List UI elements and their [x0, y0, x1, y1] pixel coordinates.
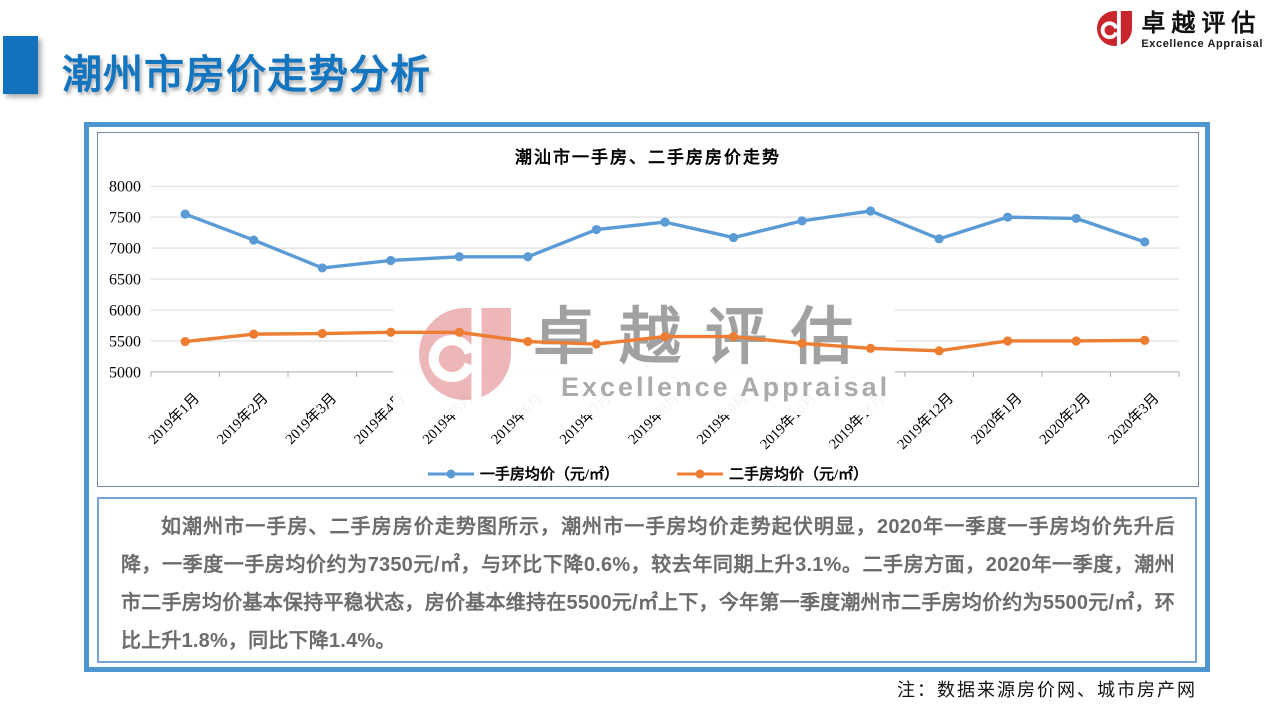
legend-item: 二手房均价（元/㎡）	[677, 463, 868, 484]
title-accent-square	[3, 36, 38, 94]
x-axis-tick-label: 2020年3月	[1105, 390, 1163, 448]
y-axis-tick-label: 5000	[109, 364, 141, 381]
chart-title: 潮汕市一手房、二手房房价走势	[515, 148, 781, 167]
x-axis-tick-label: 2019年3月	[282, 390, 340, 448]
company-logo-icon	[1097, 11, 1133, 46]
watermark-logo-icon	[419, 308, 511, 400]
x-axis-tick-label: 2020年2月	[1036, 390, 1094, 448]
y-axis-tick-label: 5500	[109, 333, 141, 350]
y-axis-tick-label: 7000	[109, 241, 141, 258]
content-frame: 潮汕市一手房、二手房房价走势 8000 7500 7000 6500 6000 5500 5…	[84, 122, 1210, 672]
legend-item: 一手房均价（元/㎡）	[427, 463, 619, 484]
legend-marker-icon	[677, 469, 723, 478]
y-axis-tick-label: 8000	[109, 179, 141, 196]
legend-label: 二手房均价（元/㎡）	[729, 467, 869, 483]
watermark-text: 卓越评估	[533, 303, 878, 372]
x-axis-tick-label: 2020年1月	[967, 390, 1025, 448]
analysis-paragraph: 如潮州市一手房、二手房房价走势图所示，潮州市一手房均价走势起伏明显，2020年一…	[121, 516, 1175, 652]
company-name: 卓越评估	[1141, 11, 1262, 37]
x-axis-tick-label: 2019年2月	[213, 390, 271, 448]
company-name-english: Excellence Appraisal	[1141, 38, 1263, 50]
legend-marker-icon	[427, 469, 474, 478]
y-axis-tick-label: 6500	[109, 272, 141, 289]
data-source-note: 注：数据来源房价网、城市房产网	[897, 680, 1197, 700]
company-logo: 卓越评估 Excellence Appraisal	[1097, 11, 1263, 50]
y-axis-tick-label: 7500	[109, 210, 141, 227]
y-axis-tick-label: 6000	[109, 302, 141, 319]
x-axis-tick-label: 2019年12月	[894, 390, 957, 453]
legend-label: 一手房均价（元/㎡）	[479, 467, 619, 483]
analysis-text-box: 如潮州市一手房、二手房房价走势图所示，潮州市一手房均价走势起伏明显，2020年一…	[97, 497, 1197, 663]
x-axis-tick-label: 2019年1月	[145, 390, 203, 448]
watermark: 卓越评估 Excellence Appraisal	[393, 293, 895, 415]
chart-legend: 一手房均价（元/㎡） 二手房均价（元/㎡）	[98, 463, 1198, 484]
price-trend-chart: 潮汕市一手房、二手房房价走势 8000 7500 7000 6500 6000 5500 5…	[97, 132, 1199, 487]
page-title: 潮州市房价走势分析	[62, 53, 431, 97]
watermark-text-english: Excellence Appraisal	[561, 371, 891, 402]
